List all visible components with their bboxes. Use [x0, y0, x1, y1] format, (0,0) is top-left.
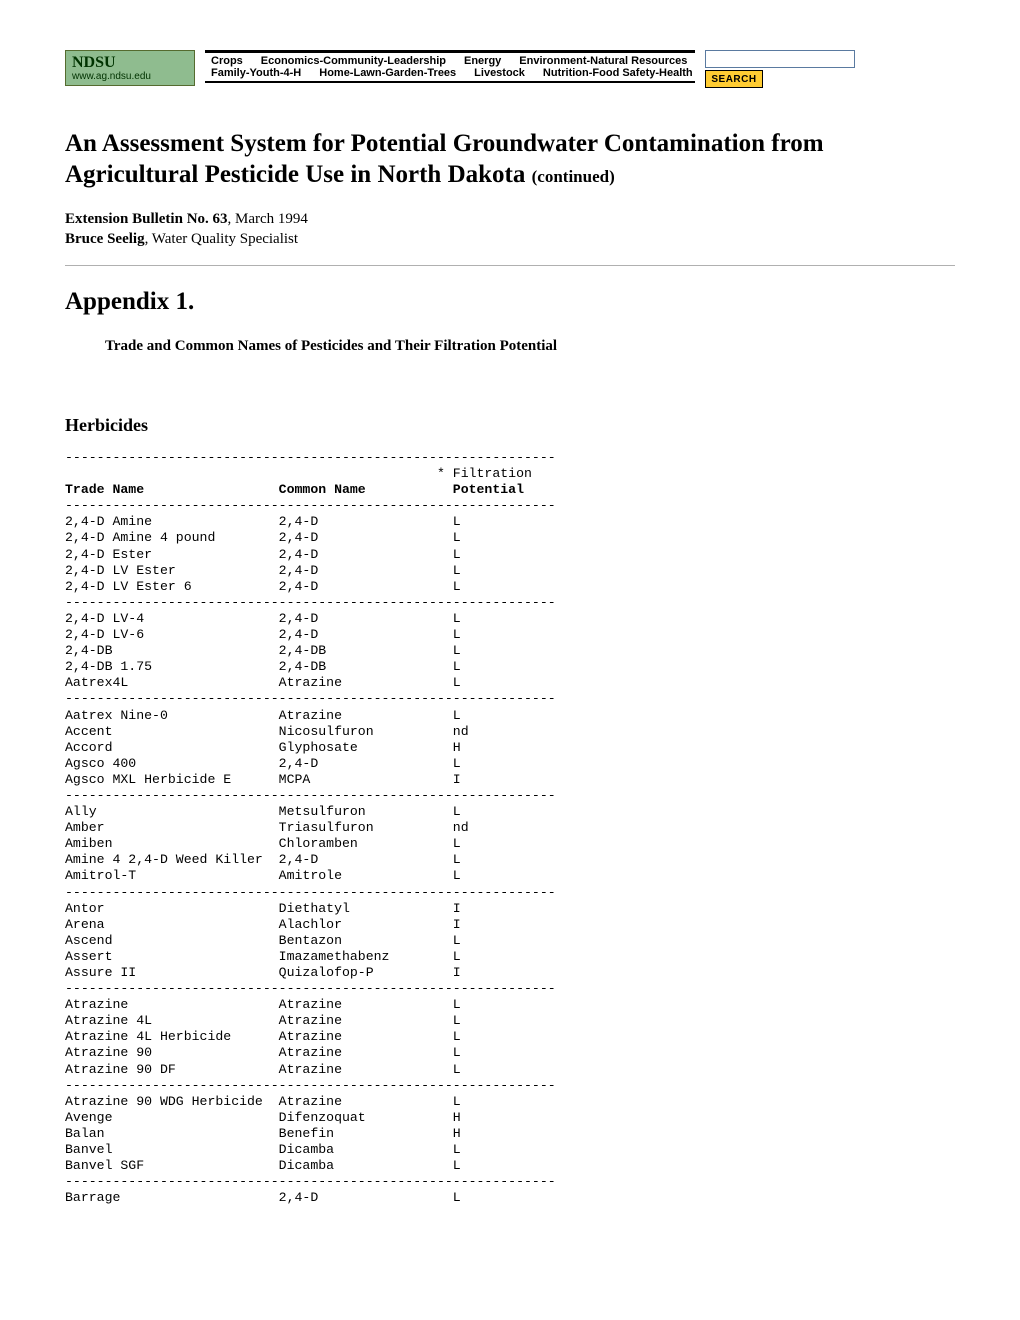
- nav-link[interactable]: Family-Youth-4-H: [211, 67, 301, 79]
- ndsu-logo[interactable]: NDSU www.ag.ndsu.edu: [65, 50, 195, 86]
- logo-url: www.ag.ndsu.edu: [72, 71, 188, 82]
- nav-row-2: Family-Youth-4-H Home-Lawn-Garden-Trees Li…: [211, 67, 689, 79]
- nav-link[interactable]: Economics-Community-Leadership: [261, 55, 446, 67]
- search-area: SEARCH: [705, 50, 855, 88]
- bulletin-info: Extension Bulletin No. 63, March 1994 Br…: [65, 209, 955, 250]
- title-main: An Assessment System for Potential Groun…: [65, 130, 824, 188]
- author-name: Bruce Seelig: [65, 231, 145, 247]
- nav-link[interactable]: Crops: [211, 55, 243, 67]
- author-title: , Water Quality Specialist: [145, 231, 298, 247]
- nav-link[interactable]: Energy: [464, 55, 501, 67]
- page-title: An Assessment System for Potential Groun…: [65, 128, 955, 191]
- nav-link[interactable]: Nutrition-Food Safety-Health: [543, 67, 693, 79]
- bulletin-label: Extension Bulletin No. 63: [65, 211, 228, 227]
- bulletin-date: , March 1994: [228, 211, 308, 227]
- nav-link[interactable]: Home-Lawn-Garden-Trees: [319, 67, 456, 79]
- header-bar: NDSU www.ag.ndsu.edu Crops Economics-Comm…: [65, 50, 955, 88]
- divider: [65, 265, 955, 266]
- nav-row-1: Crops Economics-Community-Leadership Energ…: [211, 55, 689, 67]
- nav-link[interactable]: Livestock: [474, 67, 525, 79]
- appendix-heading: Appendix 1.: [65, 288, 955, 316]
- appendix-subheading: Trade and Common Names of Pesticides and…: [105, 338, 955, 355]
- logo-top: NDSU: [72, 55, 188, 71]
- nav-bar: Crops Economics-Community-Leadership Energ…: [205, 50, 695, 83]
- nav-link[interactable]: Environment-Natural Resources: [519, 55, 687, 67]
- section-heading: Herbicides: [65, 415, 955, 436]
- herbicide-table: ----------------------------------------…: [65, 450, 955, 1206]
- search-button[interactable]: SEARCH: [705, 70, 763, 88]
- title-continued: (continued): [532, 167, 615, 186]
- search-input[interactable]: [705, 50, 855, 68]
